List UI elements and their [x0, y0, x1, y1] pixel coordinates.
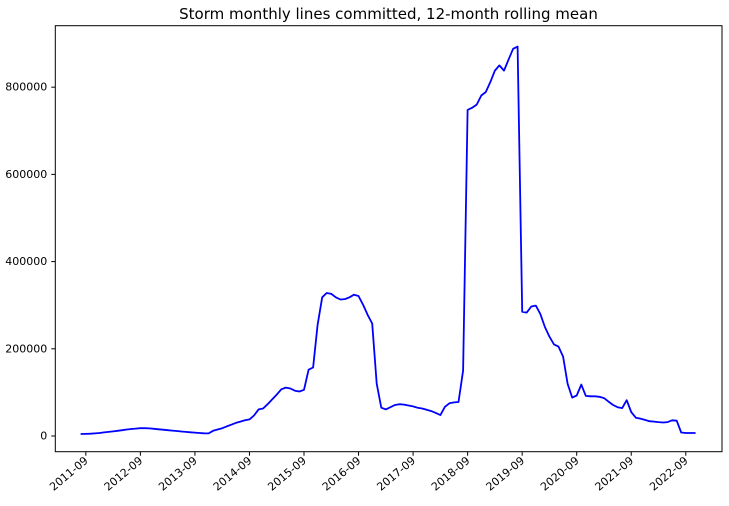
y-tick-label: 400000 — [5, 255, 47, 268]
y-tick-label: 600000 — [5, 168, 47, 181]
data-line — [80, 45, 696, 435]
x-tick-label: 2022-09 — [647, 454, 691, 494]
y-tick-label: 800000 — [5, 81, 47, 94]
x-tick-label: 2020-09 — [538, 454, 582, 494]
x-tick-label: 2014-09 — [211, 454, 255, 494]
plot-border — [54, 25, 723, 453]
x-tick-label: 2016-09 — [320, 454, 364, 494]
x-tick-label: 2015-09 — [265, 454, 309, 494]
y-tick-label: 200000 — [5, 342, 47, 355]
chart-title: Storm monthly lines committed, 12-month … — [179, 5, 598, 23]
x-tick-label: 2013-09 — [156, 454, 200, 494]
x-tick-label: 2021-09 — [593, 454, 637, 494]
x-tick-label: 2019-09 — [484, 454, 528, 494]
x-tick-label: 2018-09 — [429, 454, 473, 494]
y-tick-label: 0 — [40, 430, 47, 443]
x-tick-label: 2011-09 — [47, 454, 91, 494]
x-tick-label: 2012-09 — [102, 454, 146, 494]
x-tick-label: 2017-09 — [374, 454, 418, 494]
